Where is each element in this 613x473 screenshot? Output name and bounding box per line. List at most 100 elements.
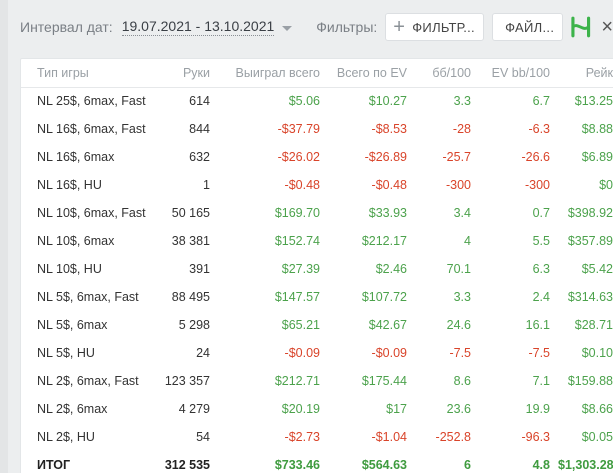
table-cell: $357.89 xyxy=(567,234,613,248)
table-row[interactable]: NL 5$, 6max, Fast 88 495 $147.57 $107.72 3.3… xyxy=(21,283,613,311)
table-cell: 19.9 xyxy=(525,402,550,416)
table-cell: NL 10$, 6max, Fast xyxy=(37,206,146,220)
table-cell: $159.88 xyxy=(567,374,613,388)
table-cell: NL 16$, HU xyxy=(37,178,102,192)
total-row[interactable]: ИТОГ 312 535 $733.46 $564.63 6 4.8 $1,303.28 xyxy=(21,451,613,473)
table-cell: 6.3 xyxy=(532,262,550,276)
table-cell: -$0.09 xyxy=(284,346,320,360)
table-cell: 3.4 xyxy=(453,206,471,220)
filter-button-label: ФИЛЬТР... xyxy=(412,19,475,35)
table-cell: 0.7 xyxy=(532,206,550,220)
table-cell: 70.1 xyxy=(446,262,471,276)
table-cell: -252.8 xyxy=(435,430,471,444)
table-row[interactable]: NL 10$, HU 391 $27.39 $2.46 70.1 6.3 $5.42 xyxy=(21,255,613,283)
table-cell: 8.6 xyxy=(453,374,471,388)
table-cell: NL 2$, 6max, Fast xyxy=(37,374,139,388)
column-header[interactable]: Рейк xyxy=(558,59,613,88)
table-cell: NL 5$, HU xyxy=(37,346,95,360)
hand2note-logo-icon[interactable] xyxy=(570,16,592,38)
table-cell: NL 16$, 6max xyxy=(37,150,115,164)
report-toolbar: Интервал дат: 19.07.2021 - 13.10.2021 Фи… xyxy=(20,10,613,44)
table-cell: ИТОГ xyxy=(37,458,71,472)
table-cell: 23.6 xyxy=(446,402,471,416)
table-cell: 24.6 xyxy=(446,318,471,332)
table-cell: $20.19 xyxy=(281,402,320,416)
table-cell: -$37.79 xyxy=(277,122,320,136)
table-cell: 844 xyxy=(189,122,210,136)
table-cell: 312 535 xyxy=(164,458,210,472)
table-cell: $733.46 xyxy=(274,458,320,472)
table-cell: -300 xyxy=(445,178,471,192)
table-row[interactable]: NL 5$, 6max 5 298 $65.21 $42.67 24.6 16.1 $28.… xyxy=(21,311,613,339)
file-button[interactable]: ФАЙЛ... xyxy=(492,13,563,41)
table-cell: -7.5 xyxy=(528,346,550,360)
table-cell: $147.57 xyxy=(274,290,320,304)
table-row[interactable]: NL 16$, HU 1 -$0.48 -$0.48 -300 -300 $0 xyxy=(21,171,613,199)
table-cell: $212.17 xyxy=(361,234,407,248)
table-cell: $0.10 xyxy=(581,346,613,360)
table-cell: $398.92 xyxy=(567,206,613,220)
table-cell: -96.3 xyxy=(521,430,551,444)
column-header[interactable]: Руки xyxy=(156,59,218,88)
table-cell: 1 xyxy=(203,178,210,192)
table-cell: $0 xyxy=(599,178,613,192)
table-cell: $212.71 xyxy=(274,374,320,388)
table-row[interactable]: NL 2$, 6max, Fast 123 357 $212.71 $175.44 8.… xyxy=(21,367,613,395)
table-cell: $10.27 xyxy=(368,94,407,109)
table-cell: $314.63 xyxy=(567,290,613,304)
table-row[interactable]: NL 2$, 6max 4 279 $20.19 $17 23.6 19.9 $8.66 xyxy=(21,395,613,423)
table-row[interactable]: NL 16$, 6max 632 -$26.02 -$26.89 -25.7 -26.6 $… xyxy=(21,143,613,171)
table-cell: 5.5 xyxy=(532,234,550,248)
table-cell: NL 2$, 6max xyxy=(37,402,108,416)
table-cell: NL 10$, 6max xyxy=(37,234,115,248)
column-header[interactable]: бб/100 xyxy=(415,59,479,88)
table-header-row: Тип игры Руки Выиграл всего Всего по EV бб/1… xyxy=(21,59,613,88)
filters-label: Фильтры: xyxy=(316,19,378,35)
close-icon[interactable]: × xyxy=(601,16,613,38)
table-body: NL 25$, 6max, Fast 614 $5.06 $10.27 3.3 6.7 $1… xyxy=(21,87,613,473)
table-row[interactable]: NL 25$, 6max, Fast 614 $5.06 $10.27 3.3 6.7 $1… xyxy=(21,87,613,115)
table-cell: 6.7 xyxy=(532,94,550,109)
table-cell: 54 xyxy=(196,430,210,444)
table-cell: NL 10$, HU xyxy=(37,262,102,276)
table-cell: 16.1 xyxy=(525,318,550,332)
table-cell: -$26.89 xyxy=(364,150,407,164)
column-header[interactable]: Тип игры xyxy=(21,59,156,88)
table-cell: 614 xyxy=(189,94,210,109)
column-header[interactable]: Выиграл всего xyxy=(218,59,328,88)
table-cell: 123 357 xyxy=(164,374,210,388)
table-cell: $6.89 xyxy=(581,150,613,164)
table-cell: 38 381 xyxy=(171,234,210,248)
table-cell: NL 5$, 6max xyxy=(37,318,108,332)
table-cell: 50 165 xyxy=(171,206,210,220)
table-cell: NL 25$, 6max, Fast xyxy=(37,94,146,109)
table-cell: -$0.09 xyxy=(371,346,407,360)
table-row[interactable]: NL 10$, 6max 38 381 $152.74 $212.17 4 5.5 $357… xyxy=(21,227,613,255)
table-cell: $107.72 xyxy=(361,290,407,304)
table-cell: $28.71 xyxy=(574,318,613,332)
table-cell: $13.25 xyxy=(574,94,613,109)
column-header[interactable]: Всего по EV xyxy=(328,59,415,88)
table-cell: 88 495 xyxy=(171,290,210,304)
table-cell: $33.93 xyxy=(368,206,407,220)
table-cell: $2.46 xyxy=(375,262,407,276)
table-cell: -26.6 xyxy=(521,150,551,164)
table-cell: -28 xyxy=(452,122,471,136)
table-cell: $5.06 xyxy=(288,94,320,109)
table-cell: 24 xyxy=(196,346,210,360)
table-cell: $0.05 xyxy=(581,430,613,444)
date-range-picker[interactable]: 19.07.2021 - 13.10.2021 xyxy=(121,18,275,36)
table-cell: $8.88 xyxy=(581,122,613,136)
table-row[interactable]: NL 16$, 6max, Fast 844 -$37.79 -$8.53 -28 -6.… xyxy=(21,115,613,143)
column-header[interactable]: EV bb/100 xyxy=(479,59,558,88)
table-row[interactable]: NL 10$, 6max, Fast 50 165 $169.70 $33.93 3.4… xyxy=(21,199,613,227)
caret-down-icon[interactable] xyxy=(282,25,293,31)
table-cell: NL 16$, 6max, Fast xyxy=(37,122,146,136)
table-row[interactable]: NL 5$, HU 24 -$0.09 -$0.09 -7.5 -7.5 $0.10 xyxy=(21,339,613,367)
table-cell: -$8.53 xyxy=(371,122,407,136)
table-cell: -$1.04 xyxy=(371,430,407,444)
table-cell: $169.70 xyxy=(274,206,320,220)
table-row[interactable]: NL 2$, HU 54 -$2.73 -$1.04 -252.8 -96.3 $0.05 xyxy=(21,423,613,451)
filter-button[interactable]: + ФИЛЬТР... xyxy=(385,13,485,41)
table-cell: -25.7 xyxy=(442,150,472,164)
